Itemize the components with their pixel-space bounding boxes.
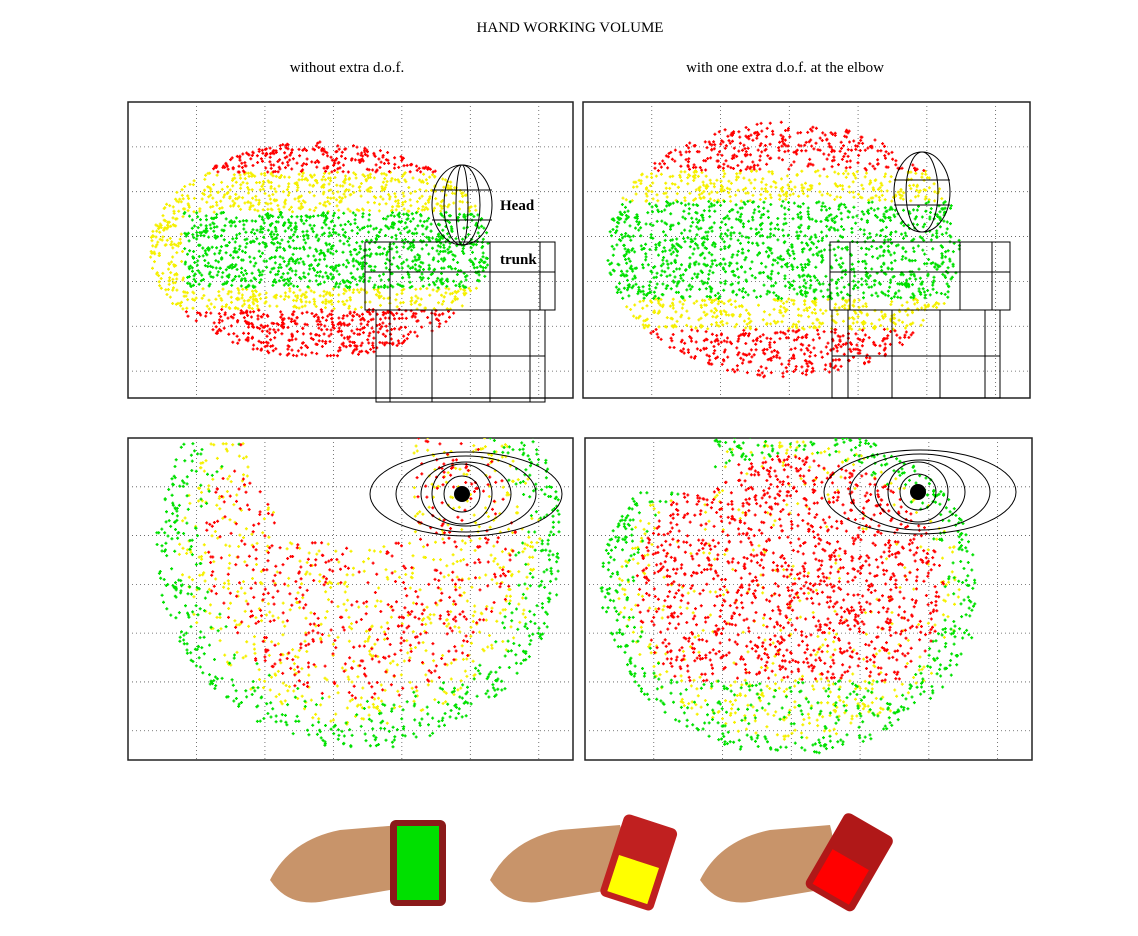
column-label: with one extra d.o.f. at the elbow [686, 60, 884, 76]
trunk-label: trunk [500, 252, 537, 268]
scatter-panel [127, 101, 574, 399]
scatter-panel [127, 437, 574, 761]
trunk-wireframe [364, 241, 1011, 403]
points [649, 120, 926, 379]
points [184, 140, 456, 358]
cup-icons [270, 813, 893, 912]
scatter-panel [582, 101, 1031, 399]
points [149, 170, 478, 311]
panel-frame [127, 101, 574, 399]
points [621, 169, 946, 331]
points [606, 199, 961, 301]
point-cloud [599, 438, 977, 755]
point-cloud [155, 438, 561, 749]
panel-frame [127, 437, 574, 761]
body-wireframe [369, 449, 1017, 537]
point-cloud [606, 120, 961, 379]
head-label: Head [500, 198, 535, 214]
points [599, 438, 977, 755]
figure-title: HAND WORKING VOLUME [477, 20, 664, 36]
column-label: without extra d.o.f. [290, 60, 405, 76]
points [155, 438, 561, 749]
point-cloud [149, 140, 490, 358]
panels [127, 101, 1033, 761]
head-wireframe [431, 151, 951, 246]
points [635, 454, 945, 683]
scatter-panel [584, 437, 1033, 761]
